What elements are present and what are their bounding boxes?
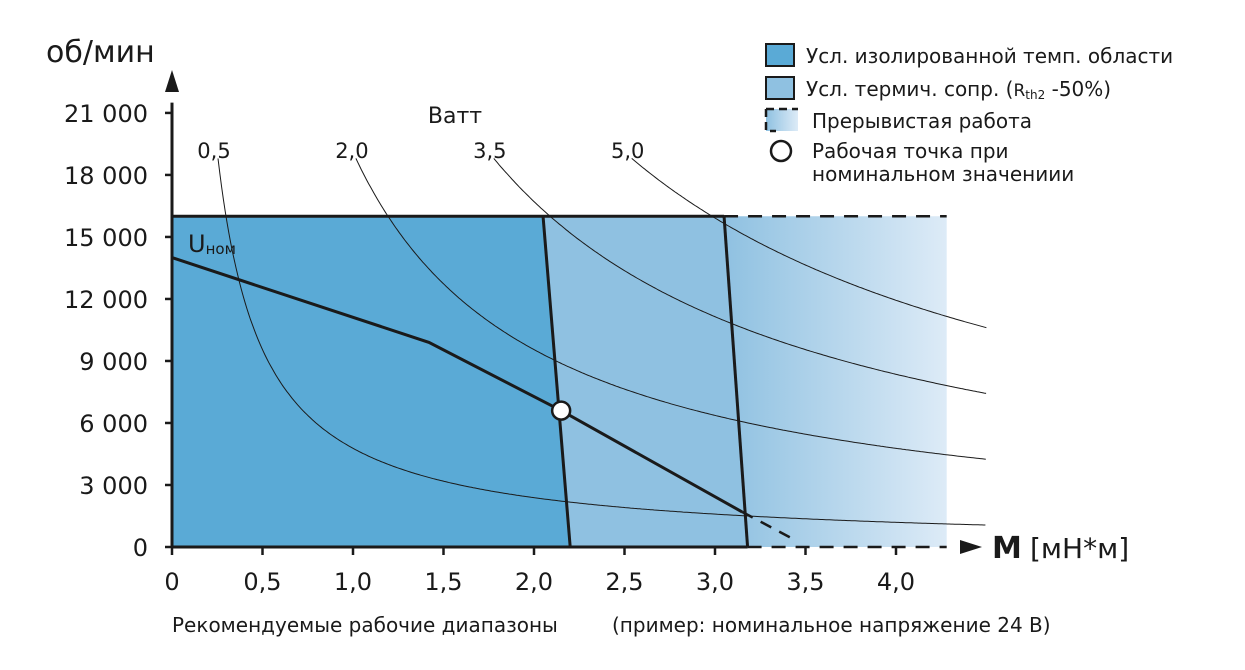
x-axis-arrow [960,540,982,554]
power-curve-label: 2,0 [335,139,368,163]
legend-swatch-intermittent [766,109,798,131]
power-curve [493,158,987,394]
legend-swatch-thermal [765,76,795,100]
x-tick-label: 4,0 [877,568,915,596]
boundary-thermal [722,216,750,548]
y-ticks: 0 3 000 6 000 9 000 12 000 15 000 18 000 21 000 [64,100,172,562]
region-thermal [543,216,748,548]
x-tick-label: 3,5 [786,568,824,596]
x-tick-label: 1,5 [424,568,462,596]
x-tick-label: 0 [164,568,179,596]
power-curves-title: Ватт [428,104,482,129]
y-tick-label: 6 000 [79,410,148,438]
x-axis-label-unit: [мН*м] [1030,532,1129,565]
legend: Усл. изолированной темп. области Усл. те… [764,43,1173,186]
legend-swatch-continuous [765,43,795,67]
operating-point-marker [550,400,572,421]
x-ticks: 0 0,5 1,0 1,5 2,0 2,5 3,0 3,5 4,0 [164,547,915,596]
power-curve-label: 0,5 [197,139,230,163]
power-curve [217,158,986,526]
power-curves: 0,5 2,0 3,5 5,0 [197,139,987,526]
power-curve [355,158,986,460]
power-curve-label: 5,0 [611,139,644,163]
caption-note: (пример: номинальное напряжение 24 В) [612,613,1051,637]
x-tick-label: 0,5 [243,568,281,596]
power-curve-label: 3,5 [473,139,506,163]
y-tick-label: 0 [133,534,148,562]
y-tick-label: 21 000 [64,100,148,128]
motor-line-label: Uном [188,230,236,258]
x-axis-label-symbol: M [992,531,1022,566]
x-tick-label: 1,0 [334,568,372,596]
caption-main: Рекомендуемые рабочие диапазоны [172,613,558,637]
y-tick-label: 3 000 [79,472,148,500]
boundary-continuous [541,216,572,548]
x-tick-label: 2,5 [605,568,643,596]
y-axis-arrow [165,70,179,92]
legend-label-continuous: Усл. изолированной темп. области [806,44,1173,68]
legend-label-operating-point-2: номинальном значениии [812,162,1074,186]
x-tick-label: 2,0 [515,568,553,596]
region-continuous [172,216,571,548]
motor-characteristic-line [171,256,743,514]
legend-label-thermal: Усл. термич. сопр. (Rth2 -50%) [806,77,1111,102]
legend-swatch-intermittent-border [764,107,798,133]
legend-label-operating-point-1: Рабочая точка при [812,139,1009,163]
legend-operating-point-icon [769,139,793,163]
y-tick-label: 18 000 [64,162,148,190]
y-tick-label: 12 000 [64,286,148,314]
motor-characteristic-dashed [741,510,798,542]
y-tick-label: 15 000 [64,224,148,252]
legend-label-intermittent: Прерывистая работа [812,109,1032,133]
region-intermittent [724,216,947,548]
x-tick-label: 3,0 [696,568,734,596]
y-tick-label: 9 000 [79,348,148,376]
power-curve [631,158,987,329]
y-axis-label: об/мин [46,35,155,70]
